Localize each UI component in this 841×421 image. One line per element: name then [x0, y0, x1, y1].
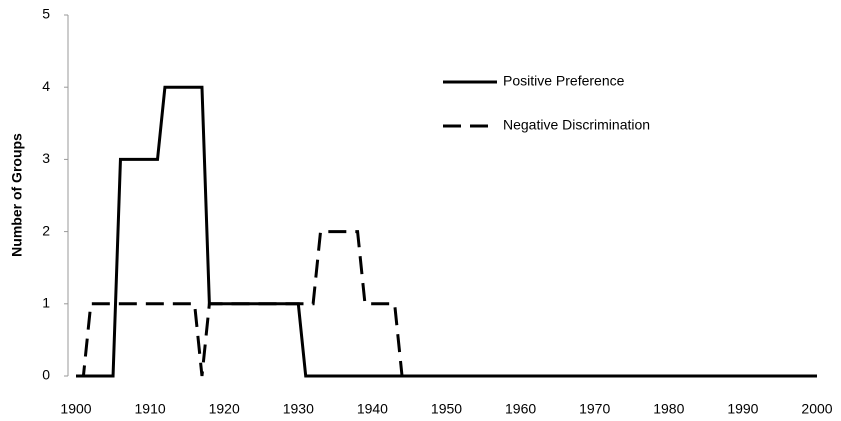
y-tick-label: 0: [42, 367, 50, 383]
y-tick-label: 5: [42, 6, 50, 22]
y-tick-label: 1: [42, 295, 50, 311]
x-tick-label: 1990: [727, 401, 758, 417]
y-axis-label: Number of Groups: [9, 133, 25, 257]
x-tick-label: 1970: [579, 401, 610, 417]
x-tick-label: 1920: [209, 401, 240, 417]
x-tick-label: 1950: [431, 401, 462, 417]
series-line: [76, 85, 817, 378]
x-tick-label: 1930: [283, 401, 314, 417]
y-tick-label: 3: [42, 150, 50, 166]
x-tick-label: 2000: [801, 401, 832, 417]
x-tick-label: 1940: [357, 401, 388, 417]
y-tick-label: 4: [42, 78, 50, 94]
x-tick-label: 1910: [135, 401, 166, 417]
y-tick-label: 2: [42, 222, 50, 238]
x-tick-label: 1980: [653, 401, 684, 417]
x-tick-label: 1900: [60, 401, 91, 417]
legend-label: Positive Preference: [503, 73, 625, 89]
series-line: [76, 230, 817, 378]
x-tick-label: 1960: [505, 401, 536, 417]
legend-label: Negative Discrimination: [503, 117, 650, 133]
